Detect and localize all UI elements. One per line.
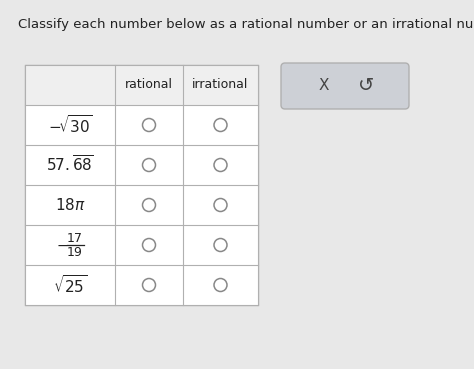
- Text: $19$: $19$: [65, 245, 82, 259]
- FancyBboxPatch shape: [25, 185, 258, 225]
- FancyBboxPatch shape: [25, 145, 258, 185]
- Text: ↺: ↺: [358, 76, 375, 96]
- FancyBboxPatch shape: [25, 65, 258, 105]
- FancyBboxPatch shape: [281, 63, 409, 109]
- Text: X: X: [318, 79, 328, 93]
- FancyBboxPatch shape: [25, 105, 258, 145]
- Text: $17$: $17$: [65, 232, 82, 245]
- FancyBboxPatch shape: [25, 65, 258, 305]
- Text: irrational: irrational: [192, 79, 249, 92]
- Text: $57.\overline{68}$: $57.\overline{68}$: [46, 155, 94, 175]
- Text: rational: rational: [125, 79, 173, 92]
- FancyBboxPatch shape: [25, 265, 258, 305]
- Text: $-\!\sqrt{30}$: $-\!\sqrt{30}$: [47, 114, 92, 136]
- Text: $18\pi$: $18\pi$: [55, 197, 85, 213]
- Text: $-$: $-$: [56, 238, 68, 252]
- Text: $\sqrt{25}$: $\sqrt{25}$: [53, 274, 87, 296]
- Text: Classify each number below as a rational number or an irrational number.: Classify each number below as a rational…: [18, 18, 474, 31]
- FancyBboxPatch shape: [25, 225, 258, 265]
